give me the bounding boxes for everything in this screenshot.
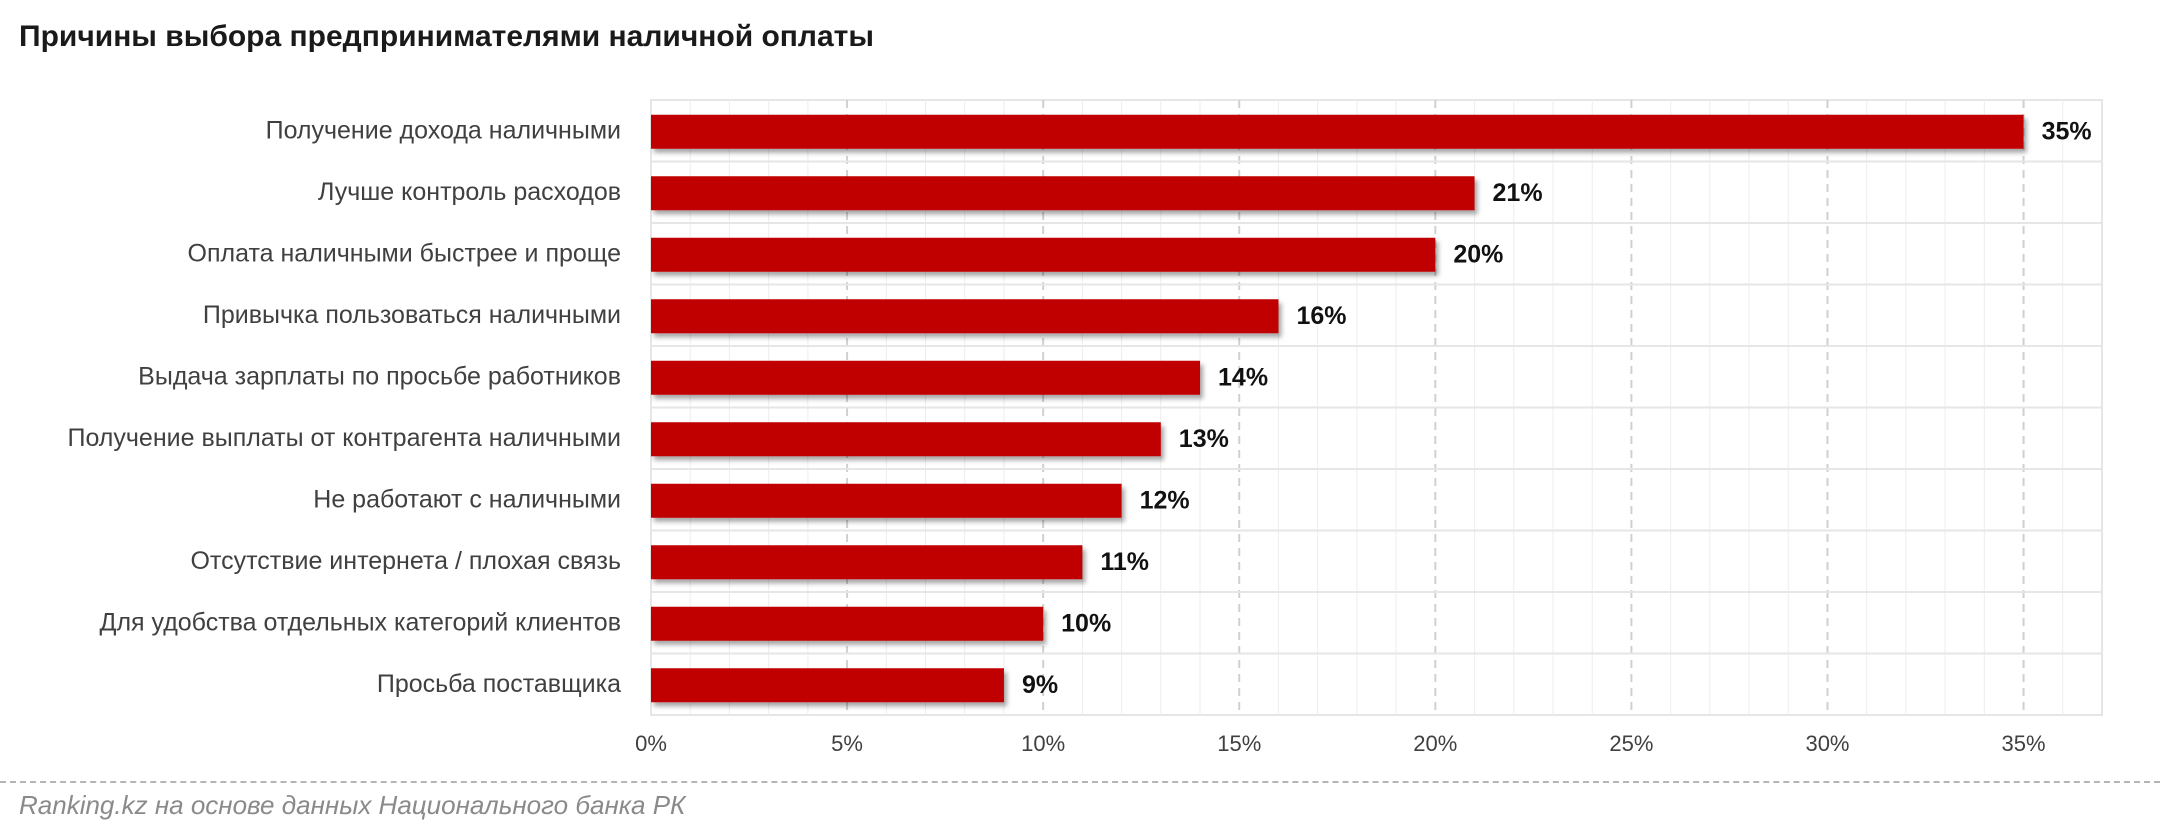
data-label: 12% xyxy=(1140,486,1190,514)
bar xyxy=(651,299,1279,334)
bars xyxy=(651,114,2024,703)
category-label: Получение выплаты от контрагента наличны… xyxy=(67,424,621,452)
bar xyxy=(651,668,1004,703)
chart-title: Причины выбора предпринимателями налично… xyxy=(19,20,874,53)
data-label: 16% xyxy=(1296,302,1346,330)
data-label: 20% xyxy=(1453,240,1503,268)
bar xyxy=(651,422,1161,457)
x-tick-label: 5% xyxy=(831,731,863,756)
category-label: Просьба поставщика xyxy=(377,670,621,698)
x-tick-label: 10% xyxy=(1021,731,1065,756)
category-label: Получение дохода наличными xyxy=(266,116,621,144)
category-label: Выдача зарплаты по просьбе работников xyxy=(138,362,621,390)
category-labels: Получение дохода наличными Лучше контроль… xyxy=(67,116,621,698)
bar xyxy=(651,237,1436,272)
data-labels: 35% 21% 20% 16% 14% 13% 12% 11% 10% 9% xyxy=(1022,117,2092,699)
data-label: 11% xyxy=(1100,548,1149,576)
x-tick-label: 25% xyxy=(1609,731,1653,756)
category-label: Оплата наличными быстрее и проще xyxy=(188,239,621,267)
category-label: Привычка пользоваться наличными xyxy=(203,301,621,329)
footer-divider xyxy=(0,781,2160,783)
data-label: 14% xyxy=(1218,363,1268,391)
bar xyxy=(651,360,1201,395)
x-tick-label: 30% xyxy=(1805,731,1849,756)
data-label: 9% xyxy=(1022,671,1058,699)
data-label: 13% xyxy=(1179,425,1229,453)
data-label: 10% xyxy=(1061,609,1111,637)
category-label: Отсутствие интернета / плохая связь xyxy=(190,547,621,575)
source-note: Ranking.kz на основе данных Национальног… xyxy=(19,790,686,820)
bar xyxy=(651,545,1083,580)
bar-chart: Получение дохода наличными Лучше контроль… xyxy=(67,99,2103,756)
data-label: 35% xyxy=(2042,117,2092,145)
bar xyxy=(651,606,1044,641)
x-axis-tick-labels: 0% 5% 10% 15% 20% 25% 30% 35% xyxy=(635,731,2045,756)
x-tick-label: 20% xyxy=(1413,731,1457,756)
x-tick-label: 15% xyxy=(1217,731,1261,756)
x-tick-label: 0% xyxy=(635,731,667,756)
data-label: 21% xyxy=(1493,179,1543,207)
bar xyxy=(651,176,1475,211)
category-label: Для удобства отдельных категорий клиенто… xyxy=(100,608,621,636)
category-label: Лучше контроль расходов xyxy=(318,178,621,206)
bar xyxy=(651,483,1122,518)
bar xyxy=(651,114,2024,149)
x-tick-label: 35% xyxy=(2002,731,2046,756)
category-label: Не работают с наличными xyxy=(313,485,621,513)
